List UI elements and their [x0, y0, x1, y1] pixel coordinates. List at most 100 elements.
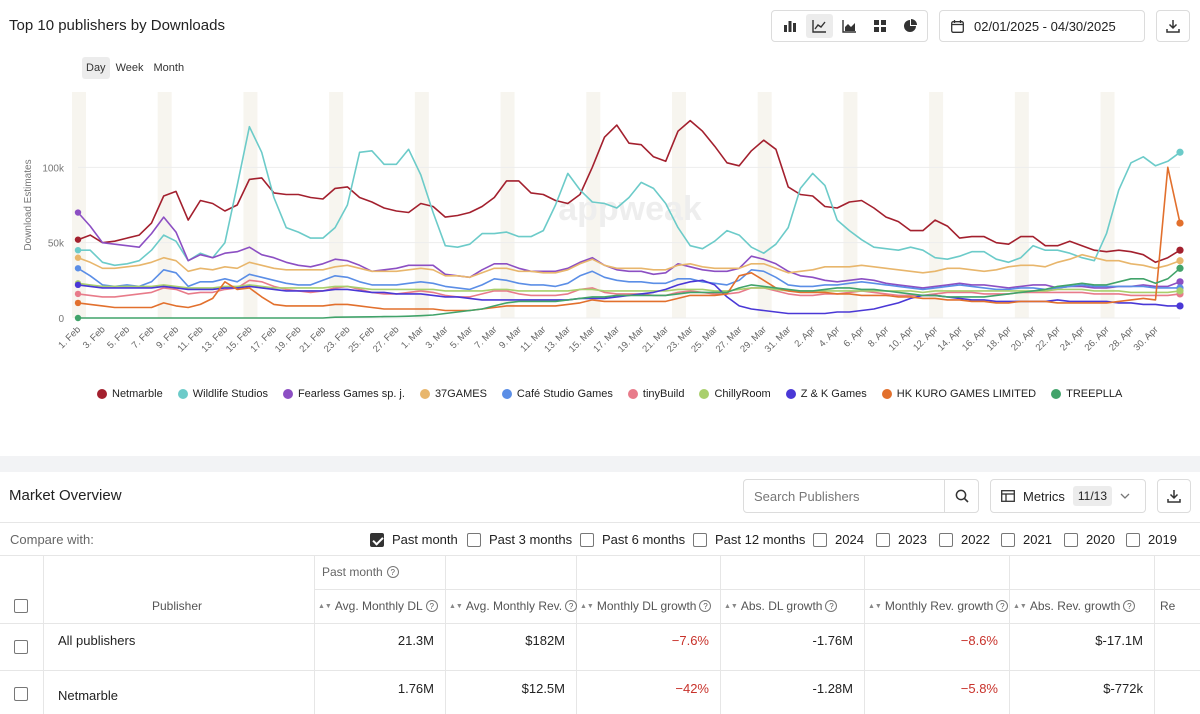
table-icon[interactable] [866, 14, 893, 38]
legend-item[interactable]: tinyBuild [627, 388, 684, 400]
compare-checkbox[interactable] [876, 532, 890, 547]
compare-option[interactable]: 2023 [876, 532, 927, 547]
series-start-point [74, 314, 82, 322]
series-start-point [74, 290, 82, 298]
publisher-name[interactable]: Netmarble [58, 688, 118, 703]
sort-icon: ▲▼ [868, 602, 882, 610]
column-header[interactable]: ▲▼ Abs. Rev. growth? [1013, 599, 1136, 613]
publishers-table: Past month ? Publisher ▲▼ Avg. Monthly DL… [0, 556, 1200, 714]
compare-checkbox[interactable] [370, 532, 384, 547]
series-line-caf-studio-games[interactable] [77, 267, 1180, 291]
x-tick-label: 19. Mar [616, 324, 647, 355]
legend-dot [501, 389, 512, 399]
legend-item[interactable]: ChillyRoom [699, 388, 771, 400]
compare-checkbox[interactable] [467, 532, 481, 547]
compare-option[interactable]: 2022 [939, 532, 990, 547]
compare-option[interactable]: Past 6 months [580, 532, 685, 547]
help-icon[interactable]: ? [825, 600, 838, 612]
select-all-checkbox[interactable] [14, 599, 28, 613]
help-icon[interactable]: ? [996, 600, 1009, 612]
legend-dot [97, 389, 107, 399]
granularity-week[interactable]: Week [115, 62, 144, 74]
x-tick-label: 21. Feb [297, 324, 328, 355]
series-line-tinybuild[interactable] [77, 279, 1181, 298]
chart-card: Top 10 publishers by Downloads 02/01/202… [9, 10, 1190, 400]
search-input[interactable] [744, 488, 944, 504]
series-line-37games[interactable] [77, 253, 1181, 279]
compare-checkbox[interactable] [580, 532, 594, 547]
legend-item[interactable]: Fearless Games sp. j. [282, 388, 405, 400]
series-end-point [1176, 148, 1184, 156]
legend-dot [627, 389, 638, 399]
row-checkbox[interactable] [14, 687, 28, 701]
compare-option[interactable]: 2021 [1001, 532, 1052, 547]
column-header[interactable]: ▲▼ Monthly DL growth? [580, 599, 712, 613]
bar-chart-icon[interactable] [776, 14, 803, 38]
series-line-wildlife-studios[interactable] [78, 125, 1181, 267]
table-cell: −7.6% [671, 633, 709, 648]
search-button[interactable] [944, 480, 978, 512]
compare-option[interactable]: 2020 [1064, 532, 1115, 547]
granularity-day[interactable]: Day [82, 57, 110, 79]
compare-checkbox[interactable] [939, 532, 953, 547]
granularity-month[interactable]: Month [153, 62, 185, 74]
x-tick-label: 13. Mar [542, 324, 573, 355]
metrics-count: 11/13 [1072, 486, 1113, 506]
compare-checkbox[interactable] [1126, 532, 1140, 547]
help-icon[interactable]: ? [565, 600, 578, 612]
legend-item[interactable]: 37GAMES [419, 388, 487, 400]
legend-item[interactable]: Netmarble [97, 388, 163, 400]
compare-label: Compare with: [10, 532, 94, 547]
legend-item[interactable]: Café Studio Games [501, 388, 613, 400]
compare-checkbox[interactable] [1001, 532, 1015, 547]
series-line-fearless-games-sp-j-[interactable] [77, 211, 1181, 289]
help-icon[interactable]: ? [425, 600, 438, 612]
x-tick-label: 23. Mar [665, 324, 696, 355]
column-header[interactable]: ▲▼ Avg. Monthly Rev.? [449, 599, 578, 613]
weekend-band [843, 92, 858, 318]
compare-checkbox[interactable] [693, 532, 707, 547]
legend-item[interactable]: HK KURO GAMES LIMITED [881, 388, 1036, 400]
compare-option[interactable]: 2024 [813, 532, 864, 547]
compare-checkbox[interactable] [1064, 532, 1078, 547]
publisher-name[interactable]: All publishers [58, 633, 136, 648]
series-line-hk-kuro-games-limited[interactable] [77, 166, 1181, 312]
row-checkbox[interactable] [14, 640, 28, 654]
series-end-point [1176, 278, 1184, 286]
line-chart-icon[interactable] [806, 14, 833, 38]
metrics-dropdown[interactable]: Metrics 11/13 [990, 479, 1146, 513]
column-header[interactable]: ▲▼ Avg. Monthly DL? [318, 599, 438, 613]
pie-chart-icon[interactable] [896, 14, 923, 38]
help-icon[interactable]: ? [1123, 600, 1136, 612]
column-header[interactable]: ▲▼ Monthly Rev. growth? [868, 599, 1009, 613]
compare-option[interactable]: Past 3 months [467, 532, 572, 547]
column-header[interactable]: Re [1160, 599, 1175, 613]
compare-option[interactable]: 2019 [1126, 532, 1177, 547]
x-tick-label: 27. Feb [371, 324, 402, 355]
series-line-netmarble[interactable] [77, 119, 1181, 264]
y-axis-label: Download Estimates [23, 159, 34, 250]
area-chart-icon[interactable] [836, 14, 863, 38]
download-chart-button[interactable] [1156, 10, 1190, 42]
series-line-treeplla[interactable] [78, 267, 1181, 319]
weekend-band [72, 92, 86, 318]
series-line-chillyroom[interactable] [77, 282, 1181, 294]
compare-checkbox[interactable] [813, 532, 827, 547]
compare-option-label: 2021 [1023, 532, 1052, 547]
download-table-button[interactable] [1157, 479, 1191, 513]
compare-option-label: 2024 [835, 532, 864, 547]
legend-item[interactable]: Z & K Games [785, 388, 867, 400]
x-tick-label: 1. Mar [399, 324, 426, 351]
date-range-picker[interactable]: 02/01/2025 - 04/30/2025 [939, 10, 1145, 42]
header-publisher[interactable]: Publisher [152, 599, 202, 613]
legend-item[interactable]: TREEPLLA [1051, 388, 1122, 400]
legend-label: 37GAMES [434, 388, 487, 400]
help-icon[interactable]: ? [386, 566, 399, 578]
compare-option[interactable]: Past month [370, 532, 458, 547]
legend-item[interactable]: Wildlife Studios [177, 388, 268, 400]
column-header-label: Abs. Rev. growth [1029, 599, 1121, 613]
weekend-band [329, 92, 344, 318]
help-icon[interactable]: ? [699, 600, 712, 612]
compare-option[interactable]: Past 12 months [693, 532, 805, 547]
column-header[interactable]: ▲▼ Abs. DL growth? [724, 599, 838, 613]
